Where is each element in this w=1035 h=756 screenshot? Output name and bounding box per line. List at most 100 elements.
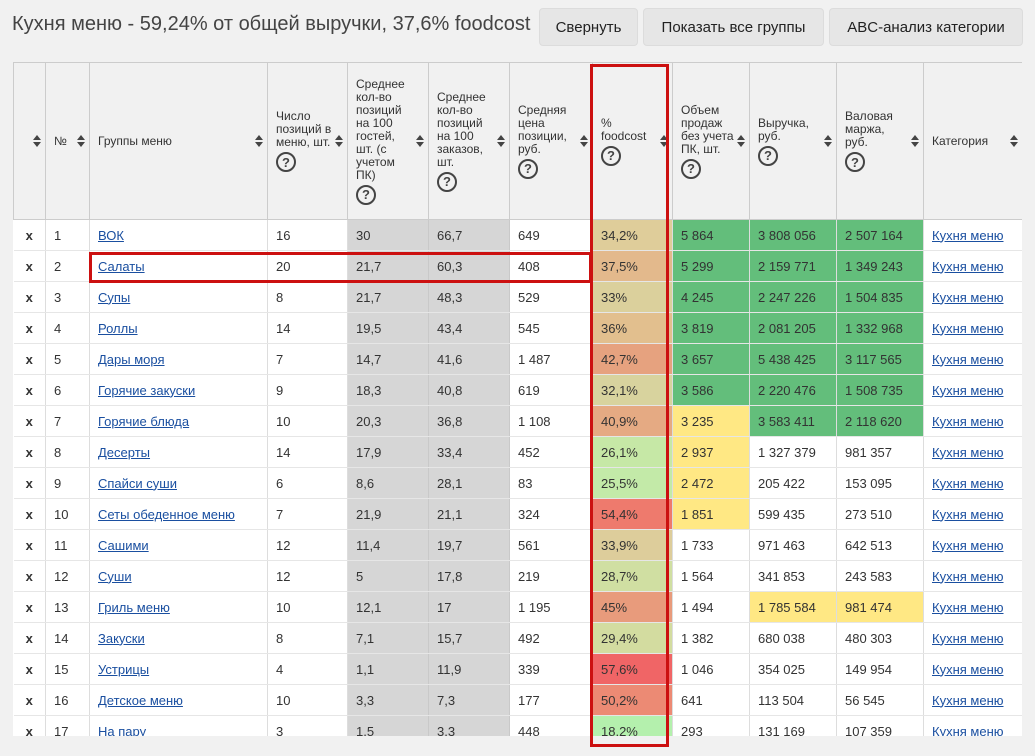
remove-row-icon[interactable]: x [13, 560, 46, 592]
group-link[interactable]: ВОК [98, 227, 124, 243]
help-icon[interactable]: ? [758, 145, 778, 166]
column-header-per100o[interactable]: Среднее кол-во позиций на 100 заказов, ш… [428, 62, 510, 220]
sort-arrows-icon[interactable] [660, 135, 668, 147]
group-link[interactable]: Суши [98, 568, 132, 584]
remove-row-icon[interactable]: x [13, 684, 46, 716]
group-link[interactable]: Салаты [98, 258, 145, 274]
group-link[interactable]: Сеты обеденное меню [98, 506, 235, 522]
group-link[interactable]: На пару [98, 723, 147, 737]
row-number: 2 [45, 250, 90, 282]
sort-arrows-icon[interactable] [580, 135, 588, 147]
category-link[interactable]: Кухня меню [932, 506, 1004, 522]
category-link[interactable]: Кухня меню [932, 661, 1004, 677]
category-link[interactable]: Кухня меню [932, 320, 1004, 336]
group-link[interactable]: Закуски [98, 630, 145, 646]
remove-row-icon[interactable]: x [13, 436, 46, 468]
sales-volume-cell: 5 299 [672, 250, 750, 282]
category-link[interactable]: Кухня меню [932, 258, 1004, 274]
sort-arrows-icon[interactable] [77, 135, 85, 147]
category-link[interactable]: Кухня меню [932, 723, 1004, 737]
group-link[interactable]: Спайси суши [98, 475, 177, 491]
sort-arrows-icon[interactable] [824, 135, 832, 147]
category-link[interactable]: Кухня меню [932, 599, 1004, 615]
remove-row-icon[interactable]: x [13, 281, 46, 313]
positions-count-cell: 20 [267, 250, 348, 282]
group-link[interactable]: Детское меню [98, 692, 183, 708]
sort-arrows-icon[interactable] [737, 135, 745, 147]
group-link[interactable]: Сашими [98, 537, 149, 553]
column-header-foodcost[interactable]: % foodcost? [592, 62, 673, 220]
category-link[interactable]: Кухня меню [932, 289, 1004, 305]
help-icon[interactable]: ? [356, 184, 376, 205]
category-link[interactable]: Кухня меню [932, 444, 1004, 460]
category-link[interactable]: Кухня меню [932, 568, 1004, 584]
group-link[interactable]: Десерты [98, 444, 151, 460]
group-link[interactable]: Горячие блюда [98, 413, 190, 429]
category-link[interactable]: Кухня меню [932, 630, 1004, 646]
remove-row-icon[interactable]: x [13, 374, 46, 406]
category-link[interactable]: Кухня меню [932, 382, 1004, 398]
remove-row-icon[interactable]: x [13, 715, 46, 736]
group-link[interactable]: Гриль меню [98, 599, 170, 615]
group-link[interactable]: Горячие закуски [98, 382, 196, 398]
column-header-num[interactable]: № [45, 62, 90, 220]
row-number: 14 [45, 622, 90, 654]
help-icon[interactable]: ? [601, 145, 621, 166]
category-link[interactable]: Кухня меню [932, 351, 1004, 367]
group-link[interactable]: Устрицы [98, 661, 150, 677]
column-header-group[interactable]: Группы меню [89, 62, 268, 220]
help-icon[interactable]: ? [845, 152, 865, 172]
remove-row-icon[interactable]: x [13, 591, 46, 623]
category-link[interactable]: Кухня меню [932, 537, 1004, 553]
row-number: 8 [45, 436, 90, 468]
positions-count-cell: 12 [267, 529, 348, 561]
row-number: 17 [45, 715, 90, 736]
remove-row-icon[interactable]: x [13, 653, 46, 685]
category-link[interactable]: Кухня меню [932, 475, 1004, 491]
gross-margin-cell: 2 507 164 [836, 219, 924, 251]
remove-row-icon[interactable]: x [13, 467, 46, 499]
remove-row-icon[interactable]: x [13, 405, 46, 437]
column-header-volume[interactable]: Объем продаж без учета ПК, шт.? [672, 62, 750, 220]
abc-analysis-button[interactable]: ABC-анализ категории [829, 8, 1023, 46]
category-link[interactable]: Кухня меню [932, 413, 1004, 429]
sort-arrows-icon[interactable] [911, 135, 919, 147]
sort-arrows-icon[interactable] [416, 135, 424, 147]
remove-row-icon[interactable]: x [13, 343, 46, 375]
group-link[interactable]: Роллы [98, 320, 138, 336]
group-cell: Суши [89, 560, 268, 592]
group-cell: Горячие блюда [89, 405, 268, 437]
category-link[interactable]: Кухня меню [932, 692, 1004, 708]
category-cell: Кухня меню [923, 436, 1022, 468]
show-all-groups-button[interactable]: Показать все группы [643, 8, 824, 46]
column-header-x[interactable] [13, 62, 46, 220]
column-header-margin[interactable]: Валовая маржа, руб.? [836, 62, 924, 220]
revenue-cell: 2 081 205 [749, 312, 837, 344]
remove-row-icon[interactable]: x [13, 250, 46, 282]
help-icon[interactable]: ? [437, 171, 457, 192]
help-icon[interactable]: ? [276, 152, 296, 172]
sort-arrows-icon[interactable] [255, 135, 263, 147]
sort-arrows-icon[interactable] [497, 135, 505, 147]
group-link[interactable]: Дары моря [98, 351, 165, 367]
remove-row-icon[interactable]: x [13, 622, 46, 654]
remove-row-icon[interactable]: x [13, 312, 46, 344]
help-icon[interactable]: ? [681, 158, 701, 179]
sort-arrows-icon[interactable] [1010, 135, 1018, 147]
group-link[interactable]: Супы [98, 289, 131, 305]
remove-row-icon[interactable]: x [13, 498, 46, 530]
remove-row-icon[interactable]: x [13, 219, 46, 251]
revenue-cell: 2 220 476 [749, 374, 837, 406]
help-icon[interactable]: ? [518, 158, 538, 179]
sort-arrows-icon[interactable] [33, 135, 41, 147]
column-header-count[interactable]: Число позиций в меню, шт.? [267, 62, 348, 220]
sort-arrows-icon[interactable] [335, 135, 343, 147]
column-header-category[interactable]: Категория [923, 62, 1022, 220]
collapse-button[interactable]: Свернуть [539, 8, 638, 46]
table-row: x 12 Суши 12 5 17,8 219 28,7% 1 564 341 853 243 58… [13, 560, 1022, 592]
column-header-price[interactable]: Средняя цена позиции, руб.? [509, 62, 593, 220]
category-link[interactable]: Кухня меню [932, 227, 1004, 243]
column-header-per100g[interactable]: Среднее кол-во позиций на 100 гостей, шт… [347, 62, 429, 220]
column-header-revenue[interactable]: Выручка, руб.? [749, 62, 837, 220]
remove-row-icon[interactable]: x [13, 529, 46, 561]
